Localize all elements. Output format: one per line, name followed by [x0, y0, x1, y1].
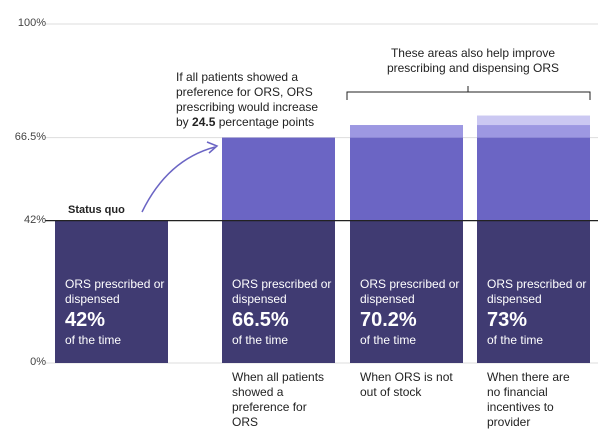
bar-text: ORS prescribed or dispensed	[65, 277, 165, 306]
bar-segment	[350, 220, 463, 363]
x-tick-label: When all patients showed a preference fo…	[232, 370, 325, 429]
bracket	[346, 86, 591, 100]
bar-segment	[477, 137, 590, 221]
bar-segment	[350, 137, 463, 221]
bar-segment	[222, 220, 335, 363]
baseline-label: Status quo	[68, 203, 125, 216]
bracket-label: These areas also help improve prescribin…	[386, 46, 560, 75]
bar-text: ORS prescribed or dispensed	[487, 277, 587, 306]
bar-segment	[477, 125, 590, 138]
bar-text: of the time	[232, 333, 289, 347]
value-label: 66.5%	[232, 309, 289, 331]
arrow-head	[206, 141, 219, 154]
bar-text: of the time	[487, 333, 544, 347]
bar-text: ORS prescribed or dispensed	[232, 277, 332, 306]
annotation-part: percentage points	[215, 115, 315, 129]
bar-segment	[55, 220, 168, 363]
annotation: If all patients showed a preference for …	[176, 70, 326, 130]
y-tick-label: 42%	[23, 213, 46, 226]
bar-label: ORS prescribed or dispensed 73% of the tim…	[487, 277, 587, 348]
arrow	[141, 146, 216, 213]
y-tick-label: 100%	[17, 17, 46, 29]
annotation-part: 24.5	[192, 115, 216, 129]
bar-text: of the time	[65, 333, 122, 347]
y-tick-label: 0%	[30, 356, 46, 368]
bar-segment	[477, 115, 590, 126]
bar-label: ORS prescribed or dispensed 42% of the tim…	[65, 277, 165, 348]
value-label: 73%	[487, 309, 528, 331]
bar-text: of the time	[360, 333, 417, 347]
bar-text: ORS prescribed or dispensed	[360, 277, 460, 306]
bar-segment	[350, 125, 463, 138]
bar-label: ORS prescribed or dispensed 70.2% of the t…	[360, 277, 460, 348]
value-label: 70.2%	[360, 309, 417, 331]
x-tick-label: When ORS is not out of stock	[360, 370, 453, 399]
annotation-part: If all patients showed a preference for …	[176, 70, 319, 129]
bar-segment	[222, 137, 335, 221]
y-tick-label: 66.5%	[14, 130, 46, 143]
value-label: 42%	[65, 309, 106, 331]
x-tick-label: When there are no financial incentives t…	[487, 370, 570, 429]
bar-segment	[477, 220, 590, 363]
bar-label: ORS prescribed or dispensed 66.5% of the t…	[232, 277, 332, 348]
